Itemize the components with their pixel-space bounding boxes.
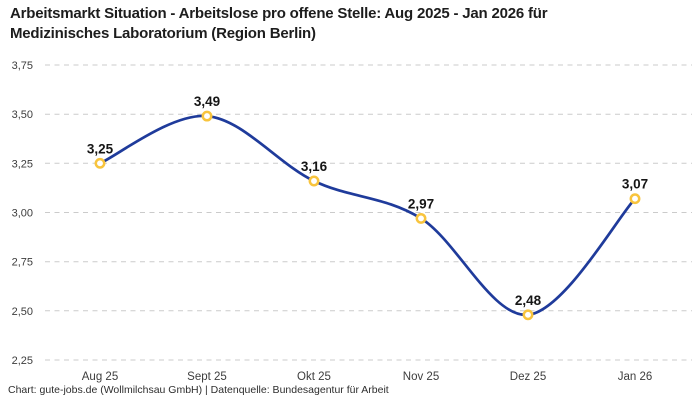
- x-tick-label: Jan 26: [618, 371, 653, 383]
- x-tick-label: Aug 25: [82, 371, 118, 383]
- chart-title-line2: Medizinisches Laboratorium (Region Berli…: [10, 25, 316, 42]
- y-tick-label: 2,50: [12, 306, 33, 318]
- data-point-marker: [522, 309, 534, 321]
- x-tick-label: Sept 25: [187, 371, 227, 383]
- chart-title: Arbeitsmarkt Situation - Arbeitslose pro…: [10, 4, 692, 44]
- data-point-marker: [415, 212, 427, 224]
- data-point-marker: [201, 110, 213, 122]
- x-tick-label: Okt 25: [297, 371, 331, 383]
- data-point-label: 3,49: [194, 94, 220, 109]
- data-point-label: 3,25: [87, 141, 114, 156]
- line-chart: 2,25 2,50 2,75 3,00 3,25 3,50 3,75 Aug 25 Sept 2…: [12, 60, 692, 383]
- data-point-label: 2,97: [408, 196, 434, 211]
- y-tick-label: 2,25: [12, 355, 33, 367]
- chart-attribution: Chart: gute-jobs.de (Wollmilchsau GmbH) …: [8, 384, 389, 396]
- y-tick-label: 3,75: [12, 60, 33, 72]
- x-tick-label: Nov 25: [403, 371, 439, 383]
- chart-title-line1: Arbeitsmarkt Situation - Arbeitslose pro…: [10, 5, 548, 22]
- y-tick-label: 3,25: [12, 158, 33, 170]
- x-tick-label: Dez 25: [510, 371, 546, 383]
- data-point-marker: [629, 193, 641, 205]
- data-point-marker: [308, 175, 320, 187]
- series-line: [98, 114, 637, 317]
- data-point-label: 3,16: [301, 159, 328, 174]
- data-point-label: 2,48: [515, 293, 542, 308]
- y-tick-label: 3,50: [12, 109, 33, 121]
- y-tick-label: 2,75: [12, 257, 33, 269]
- data-point-marker: [94, 157, 106, 169]
- y-tick-label: 3,00: [12, 208, 33, 220]
- data-point-label: 3,07: [622, 177, 648, 192]
